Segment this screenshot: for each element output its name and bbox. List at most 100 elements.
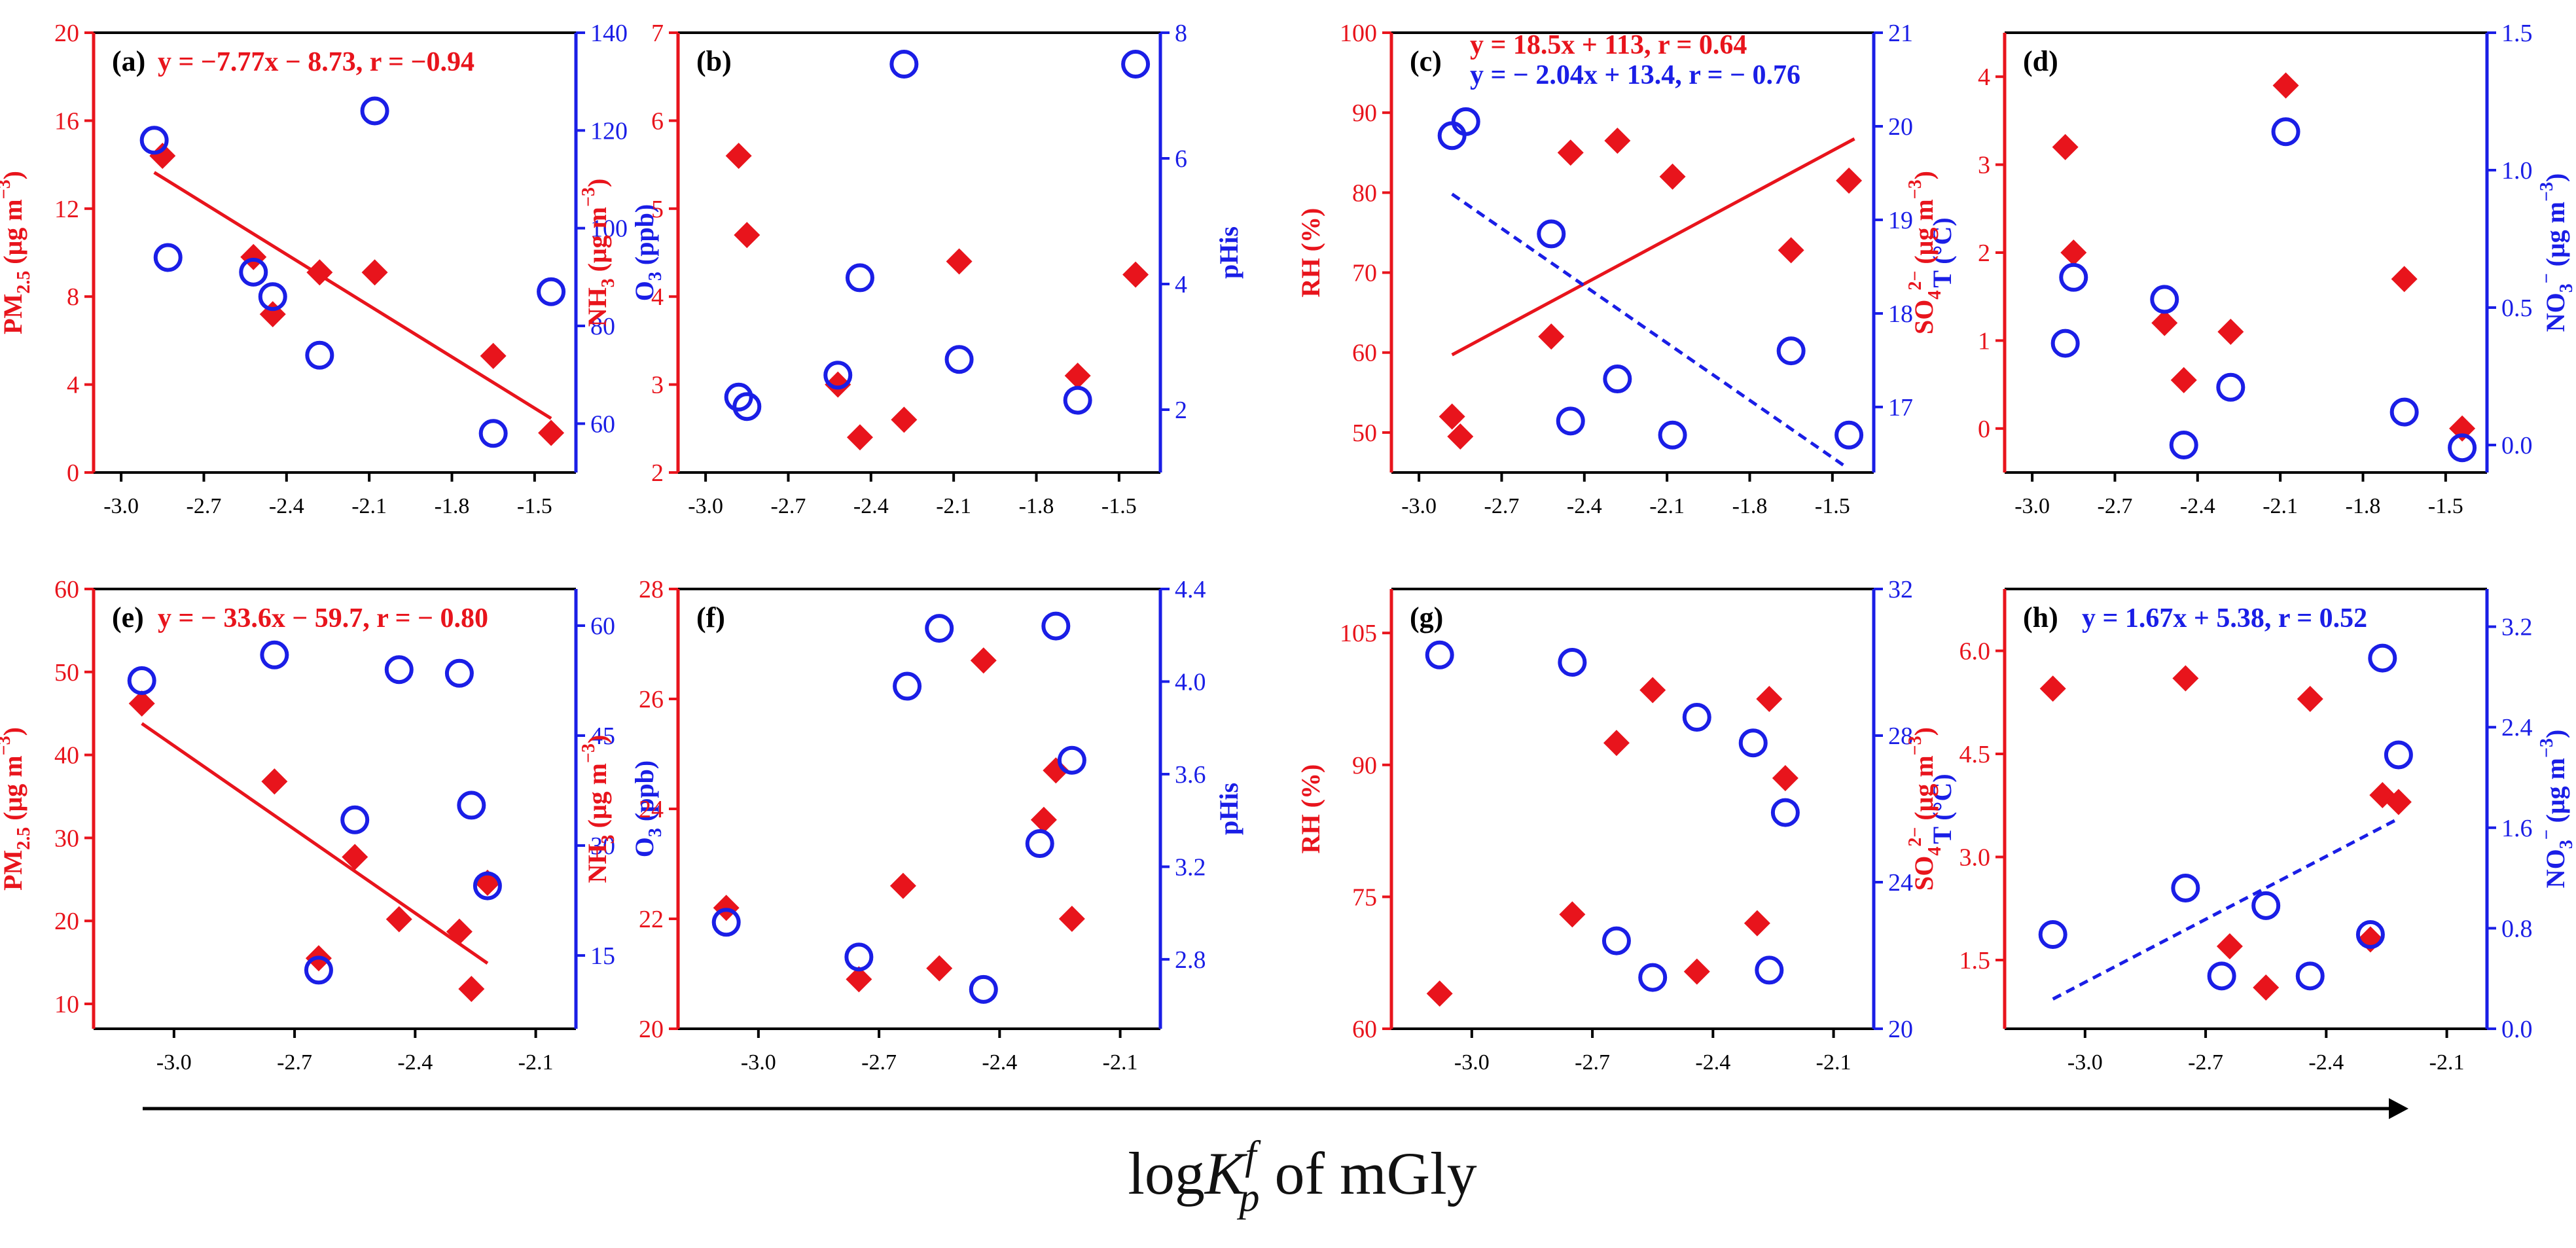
x-tick-label: -2.1 bbox=[1649, 494, 1685, 518]
left-tick-label: 2 bbox=[651, 459, 664, 487]
right-series-point bbox=[1121, 50, 1151, 79]
left-axis-title: RH (%) bbox=[1296, 764, 1325, 854]
x-tick-label: -2.4 bbox=[2180, 494, 2215, 518]
left-series-point bbox=[2170, 366, 2197, 393]
right-series-point bbox=[2050, 329, 2080, 358]
right-series-point bbox=[1425, 640, 1454, 669]
right-tick-label: 21 bbox=[1888, 20, 1913, 47]
x-tick-label: -1.5 bbox=[1101, 494, 1137, 518]
panel-g: -3.0 -2.7 -2.4 -2.1 60 75 90 105 20 24 28 32 RH (%) T… bbox=[1296, 576, 1957, 1075]
left-series-point bbox=[2272, 72, 2299, 99]
left-tick-label: 3.0 bbox=[1959, 844, 1991, 872]
left-tick-label: 30 bbox=[54, 825, 79, 852]
right-tick-label: 24 bbox=[1888, 869, 1913, 897]
fit-equation-left: y = −7.77x − 8.73, r = −0.94 bbox=[158, 47, 474, 77]
x-tick-label: -2.4 bbox=[1567, 494, 1602, 518]
right-tick-label: 80 bbox=[590, 313, 615, 340]
left-series-point bbox=[1778, 237, 1804, 264]
left-tick-label: 1.5 bbox=[1959, 947, 1991, 974]
left-tick-label: 2 bbox=[1978, 240, 1990, 267]
left-series-point bbox=[846, 966, 872, 993]
right-series-point bbox=[258, 282, 287, 312]
right-tick-label: 0.0 bbox=[2501, 1016, 2533, 1043]
bottom-axis-label-tail: of mGly bbox=[1259, 1140, 1477, 1207]
left-series-point bbox=[1538, 323, 1565, 350]
right-tick-label: 30 bbox=[590, 832, 615, 860]
left-series-point bbox=[2253, 974, 2280, 1001]
fit-line-left bbox=[141, 722, 489, 965]
x-tick-label: -1.5 bbox=[517, 494, 552, 518]
left-series-point bbox=[1683, 958, 1710, 985]
left-axis-title: PM2.5 (μg m−3) bbox=[0, 727, 34, 891]
left-series-point bbox=[538, 419, 565, 446]
left-tick-label: 26 bbox=[639, 686, 664, 713]
left-tick-label: 0 bbox=[1978, 416, 1990, 443]
left-tick-label: 20 bbox=[639, 1016, 664, 1043]
left-series-point bbox=[1043, 757, 1069, 784]
left-series-point bbox=[889, 872, 916, 899]
right-tick-label: 28 bbox=[1888, 722, 1913, 750]
x-tick-label: -2.7 bbox=[1575, 1050, 1610, 1075]
right-series-point bbox=[1025, 829, 1054, 859]
left-axis-title: NH3 (μg m−3) bbox=[579, 179, 618, 327]
panel-b: -3.0 -2.7 -2.4 -2.1 -1.8 -1.5 2 3 4 5 6 7 2 4 6 8 NH3 (μ… bbox=[579, 20, 1243, 518]
right-axis-title: pHis bbox=[1214, 783, 1243, 835]
x-direction-arrow-head bbox=[2389, 1098, 2408, 1119]
x-tick-label: -2.1 bbox=[1103, 1050, 1138, 1075]
panel-a: -3.0 -2.7 -2.4 -2.1 -1.8 -1.5 0 4 8 12 16 20 60 80 100… bbox=[0, 20, 666, 518]
right-series-point bbox=[2207, 961, 2236, 991]
left-axis-title: NH3 (μg m−3) bbox=[579, 735, 618, 883]
panel-label: (d) bbox=[2023, 45, 2058, 77]
panel-label: (f) bbox=[696, 601, 725, 633]
right-series-point bbox=[153, 243, 183, 272]
left-series-point bbox=[1447, 423, 1474, 450]
right-tick-label: 0.5 bbox=[2501, 294, 2533, 322]
left-tick-label: 60 bbox=[1352, 1016, 1377, 1043]
right-tick-label: 4 bbox=[1175, 271, 1187, 298]
left-series-point bbox=[946, 248, 973, 275]
panel-d: -3.0 -2.7 -2.4 -2.1 -1.8 -1.5 0 1 2 3 4 0.0 0.5 1.0 1.… bbox=[1905, 20, 2576, 518]
left-series-point bbox=[458, 976, 485, 1003]
left-series-point bbox=[2385, 789, 2412, 815]
left-series-point bbox=[1603, 730, 1630, 757]
right-tick-label: 20 bbox=[1888, 1016, 1913, 1043]
right-tick-label: 2.8 bbox=[1175, 946, 1206, 974]
left-series-point bbox=[713, 895, 740, 921]
left-series-point bbox=[1772, 764, 1798, 791]
panel-label: (e) bbox=[112, 601, 144, 633]
left-series-point bbox=[1639, 677, 1666, 704]
right-series-point bbox=[1437, 121, 1467, 151]
right-series-point bbox=[2384, 740, 2413, 770]
fit-equation-left: y = 18.5x + 113, r = 0.64 bbox=[1470, 30, 1747, 60]
x-tick-label: -3.0 bbox=[1401, 494, 1437, 518]
left-series-point bbox=[342, 844, 368, 870]
left-axis-title: SO42− (μg m−3) bbox=[1905, 171, 1945, 334]
left-tick-label: 80 bbox=[1352, 179, 1377, 207]
x-tick-label: -1.8 bbox=[435, 494, 470, 518]
right-series-point bbox=[1041, 611, 1071, 641]
left-tick-label: 6 bbox=[651, 107, 664, 135]
right-tick-label: 0.0 bbox=[2501, 432, 2533, 459]
right-tick-label: 3.2 bbox=[2501, 614, 2533, 641]
left-series-point bbox=[1064, 363, 1091, 389]
left-series-point bbox=[926, 955, 953, 982]
right-tick-label: 1.0 bbox=[2501, 157, 2533, 185]
right-axis-title: O3 (ppb) bbox=[630, 204, 666, 302]
right-axis-title: O3 (ppb) bbox=[630, 760, 666, 858]
right-series-point bbox=[1603, 365, 1632, 394]
right-series-point bbox=[2368, 643, 2397, 673]
x-tick-label: -2.1 bbox=[2263, 494, 2298, 518]
right-series-point bbox=[711, 908, 741, 937]
left-tick-label: 3 bbox=[1978, 152, 1990, 179]
x-tick-label: -2.4 bbox=[2308, 1050, 2344, 1075]
left-series-point bbox=[1836, 168, 1863, 194]
left-axis-title: PM2.5 (μg m−3) bbox=[0, 171, 34, 334]
right-series-point bbox=[384, 655, 414, 685]
x-tick-label: -2.1 bbox=[1816, 1050, 1851, 1075]
right-series-point bbox=[2169, 431, 2198, 459]
x-tick-label: -2.4 bbox=[397, 1050, 433, 1075]
right-tick-label: 60 bbox=[590, 613, 615, 640]
right-series-point bbox=[1537, 219, 1566, 249]
x-tick-label: -2.4 bbox=[1695, 1050, 1730, 1075]
right-tick-label: 60 bbox=[590, 410, 615, 438]
